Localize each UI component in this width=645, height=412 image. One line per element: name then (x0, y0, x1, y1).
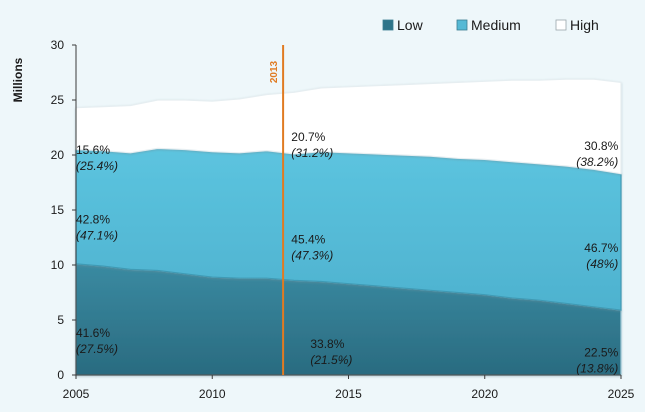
y-tick-label: 25 (51, 93, 65, 107)
data-label-share: 22.5% (584, 346, 618, 360)
data-label-share-italic: (13.8%) (576, 362, 618, 376)
year-marker: 2013 (269, 45, 285, 375)
y-tick-label: 5 (57, 313, 64, 327)
data-label-share-italic: (47.1%) (76, 229, 118, 243)
legend-item-low: Low (382, 17, 424, 33)
y-tick-label: 10 (51, 258, 65, 272)
legend-label: Medium (471, 17, 521, 33)
legend-label: Low (397, 17, 424, 33)
y-tick-label: 0 (57, 368, 64, 382)
legend-swatch (456, 19, 468, 31)
legend-item-high: High (555, 17, 599, 33)
legend-swatch (555, 19, 567, 31)
x-tick-label: 2025 (608, 387, 635, 401)
data-label-share-italic: (21.5%) (310, 353, 352, 367)
x-tick-label: 2005 (63, 387, 90, 401)
data-label-share: 45.4% (291, 232, 325, 246)
data-label-share: 33.8% (310, 337, 344, 351)
y-axis-title: Millions (11, 57, 25, 102)
data-label-share-italic: (48%) (586, 257, 618, 271)
legend: Low Medium High (382, 17, 599, 33)
data-label-share: 20.7% (291, 130, 325, 144)
area-high (75, 78, 622, 175)
x-tick-label: 2010 (199, 387, 226, 401)
x-tick-label: 2020 (471, 387, 498, 401)
data-label-share: 46.7% (584, 241, 618, 255)
data-label-share-italic: (38.2%) (576, 155, 618, 169)
data-label-share-italic: (47.3%) (291, 248, 333, 262)
data-label-share-italic: (25.4%) (76, 159, 118, 173)
data-label-share-italic: (27.5%) (76, 342, 118, 356)
data-label-share: 42.8% (76, 213, 110, 227)
data-labels: 15.6% (25.4%) 42.8% (47.1%) 41.6% (27.5%) 20.7… (76, 130, 619, 376)
legend-label: High (570, 17, 599, 33)
marker-label: 2013 (269, 60, 280, 83)
x-tick-label: 2015 (335, 387, 362, 401)
area-layers (75, 78, 622, 376)
legend-swatch (382, 19, 394, 31)
legend-item-medium: Medium (456, 17, 521, 33)
data-label-share-italic: (31.2%) (291, 146, 333, 160)
y-tick-label: 30 (51, 38, 65, 52)
data-label-share: 15.6% (76, 143, 110, 157)
data-label-share: 30.8% (584, 139, 618, 153)
data-label-share: 41.6% (76, 326, 110, 340)
y-tick-label: 20 (51, 148, 65, 162)
y-tick-label: 15 (51, 203, 65, 217)
